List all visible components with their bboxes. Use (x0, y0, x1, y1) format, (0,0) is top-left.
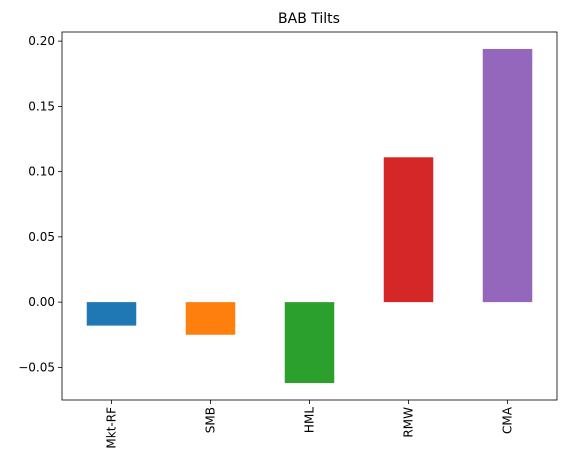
y-tick-label: −0.05 (18, 360, 55, 374)
x-tick-label-mkt-rf: Mkt-RF (105, 407, 119, 449)
x-tick-label-rmw: RMW (402, 407, 416, 438)
bar-rmw (383, 157, 434, 303)
y-tick-label: 0.05 (28, 230, 55, 244)
y-tick-label: 0.15 (28, 99, 55, 113)
x-tick-label-hml: HML (303, 407, 317, 433)
x-tick-label-smb: SMB (204, 407, 218, 433)
bar-mkt-rf (86, 302, 137, 326)
y-tick-label: 0.10 (28, 165, 55, 179)
bars-layer (86, 48, 533, 384)
y-tick-label: 0.20 (28, 34, 55, 48)
y-tick-label: 0.00 (28, 295, 55, 309)
x-tick-label-cma: CMA (501, 406, 515, 434)
bar-smb (185, 302, 236, 335)
x-axis: Mkt-RF SMB HML RMW CMA (105, 400, 515, 449)
bar-hml (284, 302, 335, 384)
chart-title: BAB Tilts (278, 11, 340, 27)
plot-frame (61, 31, 558, 401)
y-axis: −0.05 0.00 0.05 0.10 0.15 0.20 (18, 34, 62, 374)
bar-cma (482, 48, 533, 303)
